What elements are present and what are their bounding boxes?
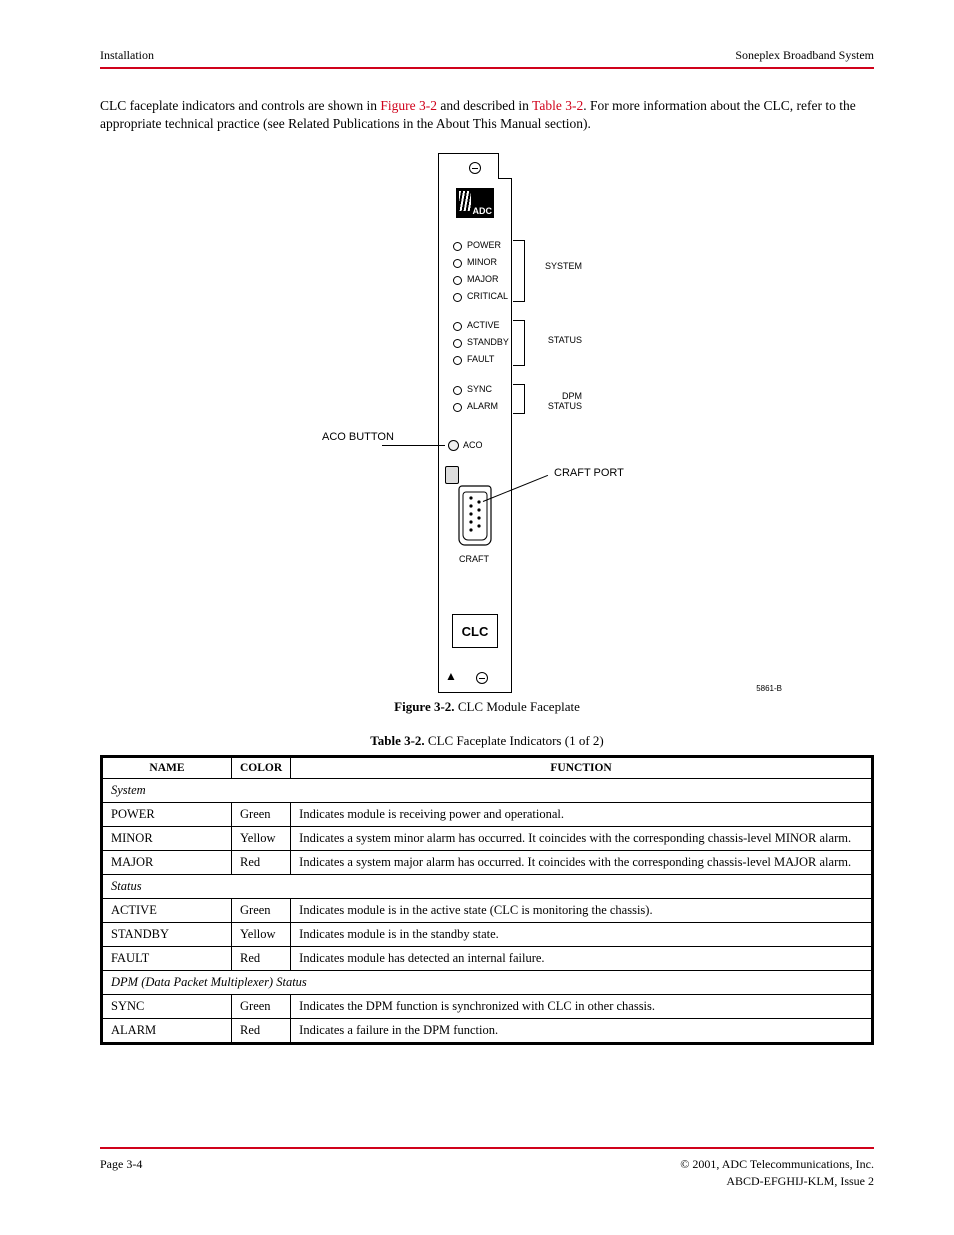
cell-name: SYNC <box>102 995 232 1019</box>
aco-button <box>448 440 459 451</box>
bottom-rule <box>100 1147 874 1149</box>
footer-doc-id: ABCD-EFGHIJ-KLM, Issue 2 <box>726 1174 874 1189</box>
led-power <box>453 242 462 251</box>
figure-caption: Figure 3-2. CLC Module Faceplate <box>100 699 874 715</box>
group-label: SYSTEM <box>532 261 582 271</box>
section-heading: DPM (Data Packet Multiplexer) Status <box>102 971 873 995</box>
intro-paragraph: CLC faceplate indicators and controls ar… <box>100 97 874 133</box>
cell-color: Yellow <box>232 923 291 947</box>
cell-function: Indicates module is receiving power and … <box>291 803 873 827</box>
header-right: Soneplex Broadband System <box>735 48 874 63</box>
bracket <box>513 384 525 414</box>
col-function: FUNCTION <box>291 757 873 779</box>
cell-color: Yellow <box>232 827 291 851</box>
cell-function: Indicates a failure in the DPM function. <box>291 1019 873 1044</box>
table-row: MAJORRedIndicates a system major alarm h… <box>102 851 873 875</box>
table-row: STANDBYYellowIndicates module is in the … <box>102 923 873 947</box>
cell-function: Indicates a system major alarm has occur… <box>291 851 873 875</box>
section-heading: System <box>102 779 873 803</box>
adc-logo: ADC <box>456 188 494 218</box>
table-row: POWERGreenIndicates module is receiving … <box>102 803 873 827</box>
bracket <box>513 320 525 366</box>
section-heading: Status <box>102 875 873 899</box>
cell-color: Red <box>232 1019 291 1044</box>
table-row: ACTIVEGreenIndicates module is in the ac… <box>102 899 873 923</box>
leader-line <box>382 445 445 446</box>
table-row: SYNCGreenIndicates the DPM function is s… <box>102 995 873 1019</box>
table-caption: Table 3-2. CLC Faceplate Indicators (1 o… <box>100 733 874 749</box>
cell-color: Green <box>232 803 291 827</box>
craft-label: CRAFT <box>459 554 489 564</box>
cell-function: Indicates module has detected an interna… <box>291 947 873 971</box>
cell-color: Green <box>232 899 291 923</box>
cell-color: Red <box>232 851 291 875</box>
col-name: NAME <box>102 757 232 779</box>
group-label: STATUS <box>532 335 582 345</box>
led-active <box>453 322 462 331</box>
cell-function: Indicates the DPM function is synchroniz… <box>291 995 873 1019</box>
cell-color: Green <box>232 995 291 1019</box>
led-label: POWER <box>467 240 501 250</box>
figure-link[interactable]: Figure 3-2 <box>380 98 437 113</box>
table-link[interactable]: Table 3-2 <box>532 98 583 113</box>
bracket <box>513 240 525 302</box>
indicators-table: NAME COLOR FUNCTION SystemPOWERGreenIndi… <box>100 755 874 1045</box>
craft-port <box>458 484 492 550</box>
top-rule <box>100 67 874 69</box>
led-alarm <box>453 403 462 412</box>
cell-function: Indicates a system minor alarm has occur… <box>291 827 873 851</box>
table-row: ALARMRedIndicates a failure in the DPM f… <box>102 1019 873 1044</box>
figure-note: 5861-B <box>756 684 782 693</box>
led-label: FAULT <box>467 354 494 364</box>
table-row: FAULTRedIndicates module has detected an… <box>102 947 873 971</box>
group-label: DPM STATUS <box>532 391 582 411</box>
led-sync <box>453 386 462 395</box>
cell-name: FAULT <box>102 947 232 971</box>
cell-name: MAJOR <box>102 851 232 875</box>
cell-name: MINOR <box>102 827 232 851</box>
aco-label: ACO <box>463 440 483 450</box>
faceplate-diagram: ADC POWER MINOR MAJOR CRITICAL ACTIVE ST… <box>322 153 652 693</box>
cell-name: POWER <box>102 803 232 827</box>
led-label: MAJOR <box>467 274 499 284</box>
led-label: ALARM <box>467 401 498 411</box>
screw-icon <box>476 672 488 684</box>
header-left: Installation <box>100 48 154 63</box>
footer-copyright: © 2001, ADC Telecommunications, Inc. <box>680 1157 874 1172</box>
screw-icon <box>469 162 481 174</box>
led-major <box>453 276 462 285</box>
cell-function: Indicates module is in the active state … <box>291 899 873 923</box>
cell-name: ACTIVE <box>102 899 232 923</box>
clc-box: CLC <box>452 614 498 648</box>
cell-function: Indicates module is in the standby state… <box>291 923 873 947</box>
table-row: MINORYellowIndicates a system minor alar… <box>102 827 873 851</box>
cell-name: ALARM <box>102 1019 232 1044</box>
led-label: ACTIVE <box>467 320 500 330</box>
led-label: CRITICAL <box>467 291 508 301</box>
tester-jack <box>445 466 459 484</box>
col-color: COLOR <box>232 757 291 779</box>
callout-aco: ACO BUTTON <box>322 431 394 443</box>
led-critical <box>453 293 462 302</box>
led-standby <box>453 339 462 348</box>
led-fault <box>453 356 462 365</box>
cell-name: STANDBY <box>102 923 232 947</box>
led-label: STANDBY <box>467 337 509 347</box>
esd-icon: ▲ <box>445 669 457 684</box>
led-minor <box>453 259 462 268</box>
footer-page: Page 3-4 <box>100 1157 142 1172</box>
cell-color: Red <box>232 947 291 971</box>
callout-craft: CRAFT PORT <box>554 467 624 479</box>
led-label: SYNC <box>467 384 492 394</box>
led-label: MINOR <box>467 257 497 267</box>
